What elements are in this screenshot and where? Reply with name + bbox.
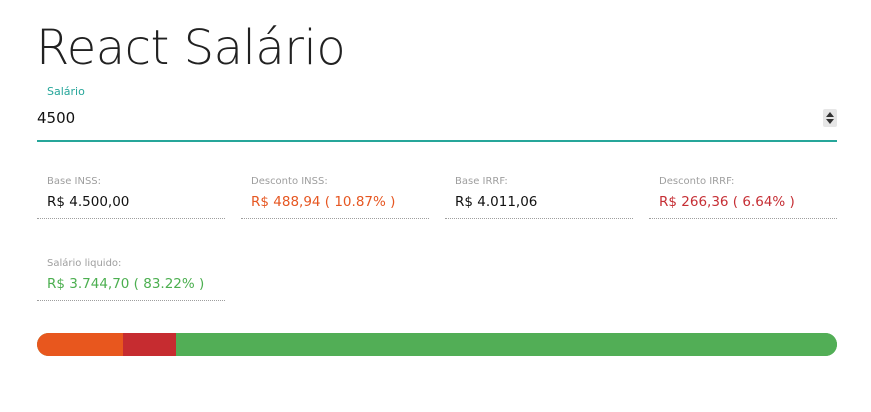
desconto-irrf-readout: Desconto IRRF: R$ 266,36 ( 6.64% ): [649, 173, 837, 221]
desconto-inss-readout: Desconto INSS: R$ 488,94 ( 10.87% ): [241, 173, 429, 221]
base-irrf-underline: [445, 218, 633, 219]
proportion-bar: [37, 333, 837, 356]
base-irrf-value: R$ 4.011,06: [455, 194, 538, 210]
desconto-irrf-label: Desconto IRRF:: [659, 176, 735, 187]
base-inss-value: R$ 4.500,00: [47, 194, 130, 210]
salario-liquido-label: Salário liquido:: [47, 258, 122, 269]
salario-liquido-underline: [37, 300, 225, 301]
page-title: React Salário: [36, 20, 346, 76]
salario-liquido-readout: Salário liquido: R$ 3.744,70 ( 83.22% ): [37, 255, 225, 303]
salary-label: Salário: [47, 85, 85, 98]
base-inss-readout: Base INSS: R$ 4.500,00: [37, 173, 225, 221]
bar-segment-salario-liquido: [176, 333, 837, 356]
desconto-inss-label: Desconto INSS:: [251, 176, 328, 187]
number-spinner-icon[interactable]: [823, 109, 837, 127]
desconto-inss-underline: [241, 218, 429, 219]
base-irrf-label: Base IRRF:: [455, 176, 508, 187]
bar-segment-desconto-inss: [37, 333, 124, 356]
spinner-down-icon[interactable]: [826, 119, 834, 124]
desconto-irrf-underline: [649, 218, 837, 219]
bar-segment-desconto-irrf: [123, 333, 177, 356]
base-inss-label: Base INSS:: [47, 176, 102, 187]
salary-field: Salário: [37, 84, 837, 142]
desconto-inss-value: R$ 488,94 ( 10.87% ): [251, 194, 396, 210]
base-irrf-readout: Base IRRF: R$ 4.011,06: [445, 173, 633, 221]
salary-input[interactable]: [37, 104, 817, 132]
spinner-up-icon[interactable]: [826, 112, 834, 117]
base-inss-underline: [37, 218, 225, 219]
desconto-irrf-value: R$ 266,36 ( 6.64% ): [659, 194, 795, 210]
salario-liquido-value: R$ 3.744,70 ( 83.22% ): [47, 276, 205, 292]
salary-underline: [37, 140, 837, 142]
